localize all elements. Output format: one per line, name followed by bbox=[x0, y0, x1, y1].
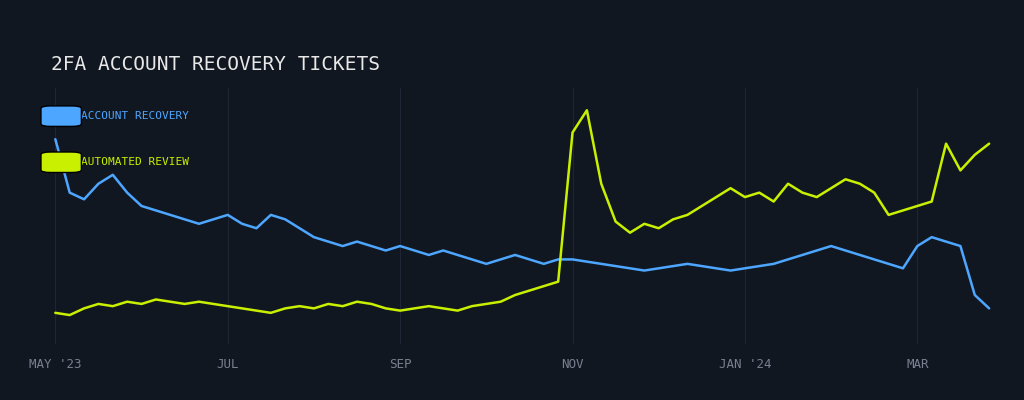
Text: 2FA ACCOUNT RECOVERY TICKETS: 2FA ACCOUNT RECOVERY TICKETS bbox=[50, 55, 380, 74]
FancyBboxPatch shape bbox=[41, 106, 81, 126]
FancyBboxPatch shape bbox=[41, 152, 81, 172]
Text: AUTOMATED REVIEW: AUTOMATED REVIEW bbox=[81, 157, 189, 167]
Text: ACCOUNT RECOVERY: ACCOUNT RECOVERY bbox=[81, 111, 189, 121]
